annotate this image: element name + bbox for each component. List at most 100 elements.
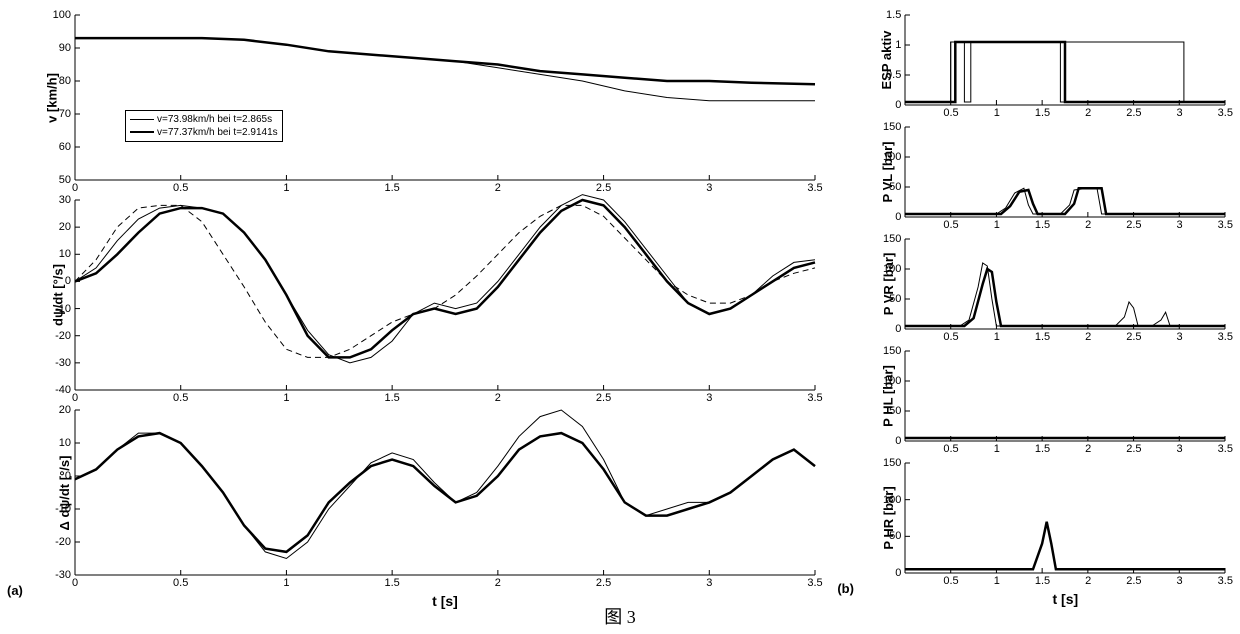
- ylabel-delta_yawrate: Δ dψ/dt [°/s]: [57, 455, 72, 530]
- xtick-label: 1: [994, 331, 1000, 343]
- xtick-label: 3.5: [1218, 219, 1233, 231]
- legend-item-label: v=73.98km/h bei t=2.865s: [157, 114, 272, 125]
- xtick-label: 1: [994, 107, 1000, 119]
- plot-yawrate: -40-30-20-10010203000.511.522.533.5dψ/dt…: [75, 200, 815, 390]
- xtick-label: 0.5: [173, 182, 188, 194]
- xtick-label: 2.5: [596, 392, 611, 404]
- xtick-label: 0.5: [943, 331, 958, 343]
- xtick-label: 2.5: [1126, 575, 1141, 587]
- xtick-label: 2: [495, 392, 501, 404]
- xtick-label: 2.5: [596, 577, 611, 589]
- xtick-label: 3.5: [807, 577, 822, 589]
- plot-phl: 0501001500.511.522.533.5P HL [bar]: [905, 351, 1225, 441]
- ytick-label: 150: [883, 121, 901, 133]
- legend-velocity: v=73.98km/h bei t=2.865s v=77.37km/h bei …: [125, 110, 283, 142]
- xtick-label: 1.5: [384, 182, 399, 194]
- ytick-label: 0: [895, 567, 901, 579]
- ylabel-phr: P HR [bar]: [881, 486, 896, 549]
- xtick-label: 3: [706, 182, 712, 194]
- ytick-label: 50: [59, 174, 71, 186]
- xtick-label: 3: [1177, 575, 1183, 587]
- xtick-label: 3.5: [1218, 107, 1233, 119]
- xtick-label: 1.5: [384, 577, 399, 589]
- ytick-label: 90: [59, 42, 71, 54]
- xtick-label: 2: [1085, 443, 1091, 455]
- xtick-label: 1.5: [1035, 219, 1050, 231]
- ytick-label: 20: [59, 221, 71, 233]
- xtick-label: 1.5: [1035, 107, 1050, 119]
- figure-caption: 图 3: [604, 603, 636, 629]
- xtick-label: 1.5: [1035, 443, 1050, 455]
- xtick-label: 0.5: [943, 443, 958, 455]
- ytick-label: -20: [55, 330, 71, 342]
- ytick-label: 1.5: [886, 9, 901, 21]
- ytick-label: 100: [53, 9, 71, 21]
- xtick-label: 2: [1085, 219, 1091, 231]
- xtick-label: 3: [706, 392, 712, 404]
- xtick-label: 2: [1085, 107, 1091, 119]
- ytick-label: 20: [59, 404, 71, 416]
- xtick-label: 2: [1085, 331, 1091, 343]
- xtick-label: 2.5: [1126, 107, 1141, 119]
- xtick-label: 1.5: [1035, 575, 1050, 587]
- ylabel-velocity: v [km/h]: [44, 73, 59, 123]
- xtick-label: 3.5: [1218, 575, 1233, 587]
- xtick-label: 1: [994, 575, 1000, 587]
- xtick-label: 3: [1177, 331, 1183, 343]
- panel-label: (b): [837, 581, 854, 596]
- ylabel-pvr: P VR [bar]: [881, 253, 896, 316]
- xtick-label: 3.5: [807, 182, 822, 194]
- ytick-label: 0: [895, 99, 901, 111]
- ytick-label: 10: [59, 248, 71, 260]
- xtick-label: 1: [994, 443, 1000, 455]
- ytick-label: 0: [895, 323, 901, 335]
- xtick-label: 3: [706, 577, 712, 589]
- xtick-label: 3.5: [1218, 443, 1233, 455]
- xtick-label: 1: [283, 182, 289, 194]
- xtick-label: 0.5: [943, 219, 958, 231]
- xtick-label: 3: [1177, 443, 1183, 455]
- xtick-label: 0.5: [173, 577, 188, 589]
- plot-velocity: 506070809010000.511.522.533.5v [km/h]v=7…: [75, 15, 815, 180]
- plot-delta_yawrate: -30-20-100102000.511.522.533.5Δ dψ/dt [°…: [75, 410, 815, 575]
- xtick-label: 3: [1177, 107, 1183, 119]
- ytick-label: 30: [59, 194, 71, 206]
- xtick-label: 0: [72, 182, 78, 194]
- ytick-label: 70: [59, 108, 71, 120]
- plot-phr: 0501001500.511.522.533.5P HR [bar]: [905, 463, 1225, 573]
- ylabel-yawrate: dψ/dt [°/s]: [50, 264, 65, 326]
- xtick-label: 2.5: [1126, 219, 1141, 231]
- ytick-label: -30: [55, 569, 71, 581]
- xtick-label: 2: [495, 182, 501, 194]
- ytick-label: 0: [895, 435, 901, 447]
- xtick-label: 2.5: [1126, 443, 1141, 455]
- ytick-label: 1: [895, 39, 901, 51]
- xtick-label: 2.5: [1126, 331, 1141, 343]
- ytick-label: 80: [59, 75, 71, 87]
- xtick-label: 2.5: [596, 182, 611, 194]
- ytick-label: 0: [895, 211, 901, 223]
- ytick-label: -20: [55, 536, 71, 548]
- ytick-label: 150: [883, 457, 901, 469]
- ytick-label: 10: [59, 437, 71, 449]
- ytick-label: -40: [55, 384, 71, 396]
- xtick-label: 1: [994, 219, 1000, 231]
- xtick-label: 1: [283, 392, 289, 404]
- xtick-label: 3: [1177, 219, 1183, 231]
- ytick-label: 150: [883, 233, 901, 245]
- xtick-label: 0: [72, 577, 78, 589]
- plot-pvr: 0501001500.511.522.533.5P VR [bar]: [905, 239, 1225, 329]
- left-panel: 506070809010000.511.522.533.5v [km/h]v=7…: [5, 5, 830, 585]
- legend-item-label: v=77.37km/h bei t=2.9141s: [157, 127, 278, 138]
- xtick-label: 0.5: [943, 107, 958, 119]
- ytick-label: -30: [55, 357, 71, 369]
- ylabel-esp: ESP aktiv: [879, 30, 894, 89]
- xtick-label: 0: [72, 392, 78, 404]
- ylabel-phl: P HL [bar]: [881, 365, 896, 427]
- ylabel-pvl: P VL [bar]: [880, 142, 895, 203]
- panel-label: (a): [7, 583, 23, 598]
- xtick-label: 3.5: [807, 392, 822, 404]
- xtick-label: 1: [283, 577, 289, 589]
- plot-esp: 00.511.50.511.522.533.5ESP aktiv: [905, 15, 1225, 105]
- xtick-label: 0.5: [173, 392, 188, 404]
